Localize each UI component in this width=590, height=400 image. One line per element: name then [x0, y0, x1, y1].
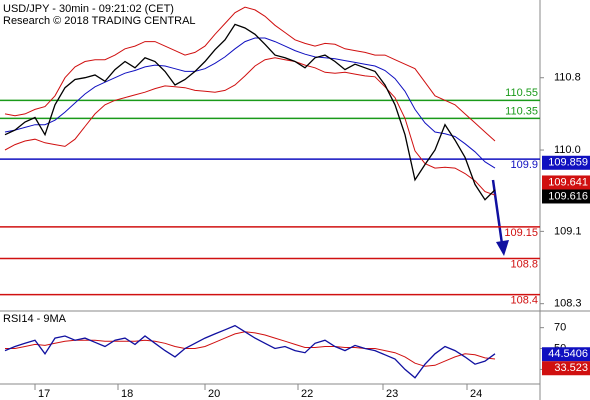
level-label: 108.4	[510, 295, 538, 307]
series-line	[4, 37, 496, 169]
level-label: 110.35	[505, 105, 538, 117]
x-tick-label: 20	[208, 388, 220, 400]
series-line	[4, 324, 496, 379]
y-tick-label: 109.1	[554, 225, 582, 237]
level-label: 108.8	[510, 258, 538, 270]
series-line	[4, 6, 496, 142]
x-tick-label: 22	[301, 388, 313, 400]
price-tag-label: 109.641	[548, 176, 588, 188]
series-line	[5, 331, 496, 367]
price-tag	[542, 189, 590, 204]
level-label: 109.9	[510, 159, 538, 171]
price-tag-label: 44.5406	[548, 348, 588, 360]
y-tick-label: 110.0	[554, 144, 581, 156]
price-tag	[542, 175, 590, 190]
level-label: 109.15	[504, 227, 538, 239]
x-tick-label: 17	[38, 388, 50, 400]
x-tick-label: 23	[386, 388, 398, 400]
price-tag	[542, 361, 590, 376]
y-tick-label: 70	[554, 322, 566, 334]
chart-title: USD/JPY - 30min - 09:21:02 (CET)	[3, 3, 174, 15]
y-tick-label: 110.8	[554, 72, 581, 84]
y-tick-label: 108.3	[554, 298, 582, 310]
chart-subtitle: Research © 2018 TRADING CENTRAL	[3, 15, 196, 27]
x-tick-label: 18	[121, 388, 133, 400]
series-line	[4, 23, 496, 201]
rsi-title: RSI14 - 9MA	[3, 313, 67, 325]
price-tag	[542, 347, 590, 362]
price-tag	[542, 155, 590, 170]
price-tag-label: 33.523	[554, 362, 588, 374]
price-tag-label: 109.859	[548, 157, 588, 169]
level-label: 110.55	[505, 87, 538, 99]
price-tag-label: 109.616	[548, 190, 588, 202]
x-tick-label: 24	[470, 388, 482, 400]
series-line	[4, 57, 496, 196]
